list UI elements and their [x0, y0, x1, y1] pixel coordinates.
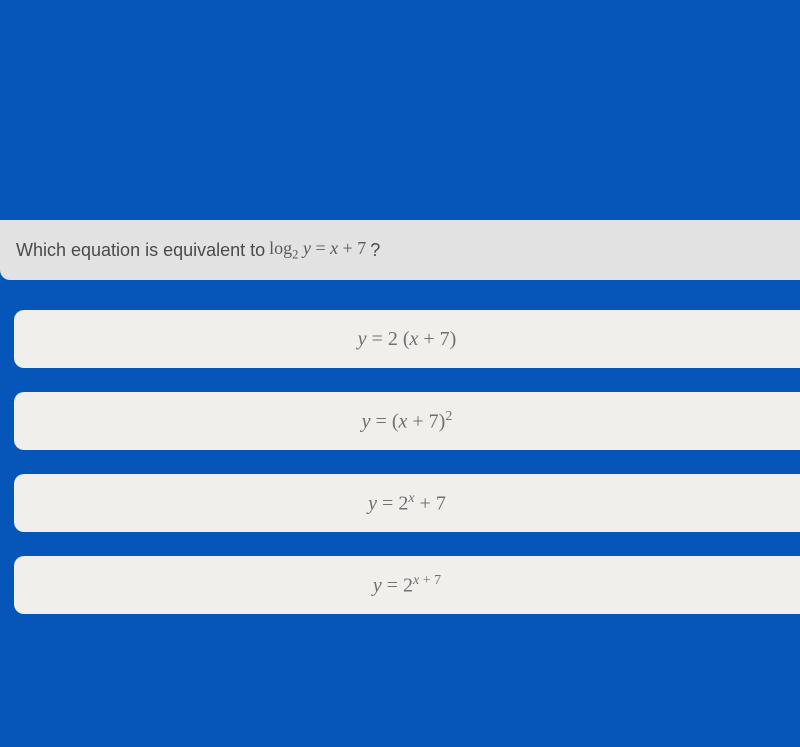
answer-2-math: y = (x + 7)2 — [362, 409, 453, 434]
question-suffix: ? — [370, 240, 380, 261]
answer-4-math: y = 2x + 7 — [373, 573, 441, 598]
question-bar: Which equation is equivalent to log2 y =… — [0, 220, 800, 280]
answer-1-math: y = 2 (x + 7) — [358, 328, 457, 351]
answer-option-2[interactable]: y = (x + 7)2 — [14, 392, 800, 450]
answer-option-1[interactable]: y = 2 (x + 7) — [14, 310, 800, 368]
question-prefix: Which equation is equivalent to — [16, 240, 265, 261]
question-math: log2 y = x + 7 — [269, 238, 366, 263]
answer-option-3[interactable]: y = 2x + 7 — [14, 474, 800, 532]
answer-option-4[interactable]: y = 2x + 7 — [14, 556, 800, 614]
answer-3-math: y = 2x + 7 — [368, 491, 446, 516]
